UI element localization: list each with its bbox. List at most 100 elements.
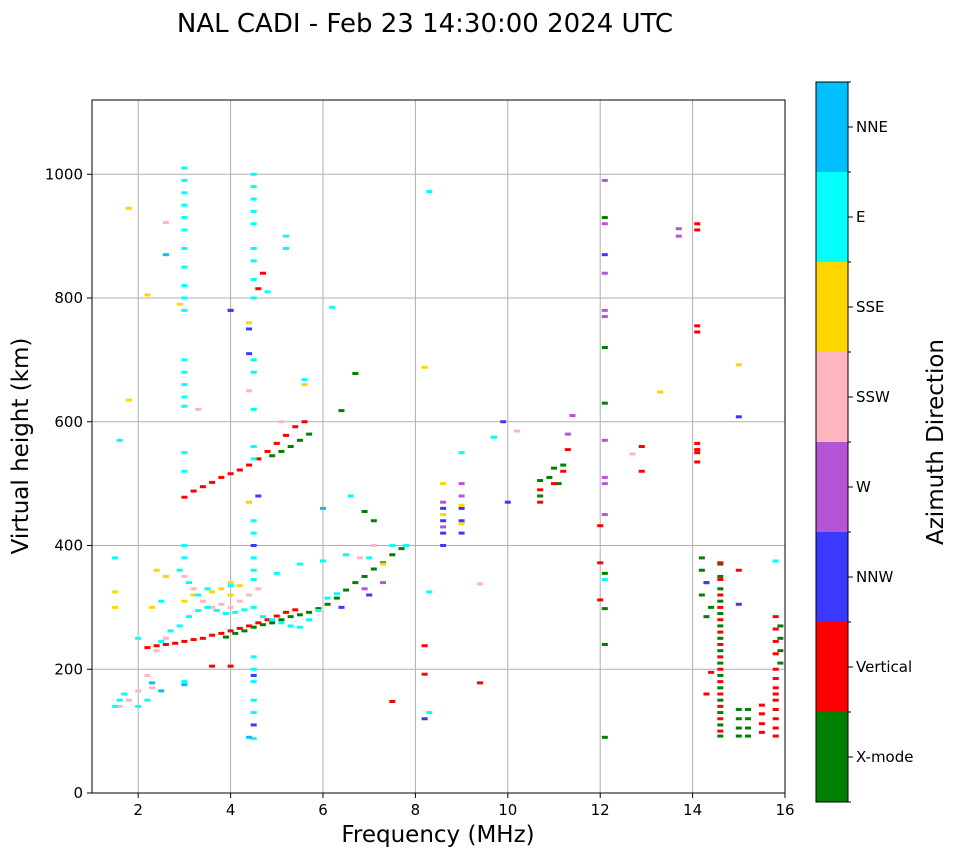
data-point xyxy=(389,553,396,557)
data-point xyxy=(772,627,779,631)
data-point xyxy=(250,185,257,189)
data-point xyxy=(306,432,313,436)
data-point xyxy=(162,574,169,578)
data-point xyxy=(426,590,433,594)
data-point xyxy=(250,407,257,411)
data-point xyxy=(703,692,710,696)
data-point xyxy=(278,420,285,424)
data-point xyxy=(601,578,608,582)
data-point xyxy=(167,629,174,633)
data-point xyxy=(370,544,377,547)
colorbar-segment xyxy=(816,82,848,172)
data-point xyxy=(227,308,234,312)
data-point xyxy=(283,610,290,614)
data-point xyxy=(181,203,188,207)
colorbar-segment xyxy=(816,532,848,622)
data-point xyxy=(338,605,345,609)
colorbar-segment xyxy=(816,262,848,352)
data-point xyxy=(398,547,405,551)
data-point xyxy=(537,488,544,492)
colorbar-tick-label: NNW xyxy=(856,568,893,586)
data-point xyxy=(703,615,710,619)
data-point xyxy=(278,618,285,622)
data-point xyxy=(772,707,779,711)
data-point xyxy=(458,451,465,455)
data-point xyxy=(255,621,262,625)
data-point xyxy=(343,588,350,592)
data-point xyxy=(287,615,294,619)
data-point xyxy=(717,649,724,653)
data-point xyxy=(694,228,701,232)
x-axis: 2 4 6 8 10 12 14 16 xyxy=(133,793,795,819)
data-point xyxy=(745,734,752,738)
data-points xyxy=(112,166,784,741)
data-point xyxy=(222,612,229,616)
data-point xyxy=(560,463,567,467)
x-tick-label: 2 xyxy=(133,801,143,819)
data-point xyxy=(181,370,188,374)
plot-area: 2 4 6 8 10 12 14 16 0 200 400 600 800 1000 xyxy=(45,99,795,819)
data-point xyxy=(250,568,257,572)
y-tick-label: 200 xyxy=(54,660,83,678)
data-point xyxy=(250,457,257,461)
data-point xyxy=(181,680,188,684)
data-point xyxy=(227,664,234,668)
data-point xyxy=(745,707,752,711)
data-point xyxy=(264,449,271,453)
data-point xyxy=(403,544,410,547)
series-w xyxy=(361,178,682,591)
data-point xyxy=(601,438,608,442)
data-point xyxy=(250,655,257,659)
data-point xyxy=(717,655,724,659)
data-point xyxy=(698,593,705,597)
data-point xyxy=(343,553,350,557)
data-point xyxy=(250,519,257,523)
data-point xyxy=(601,222,608,226)
data-point xyxy=(246,500,253,504)
data-point xyxy=(569,414,576,418)
data-point xyxy=(218,631,225,635)
data-point xyxy=(703,581,710,585)
data-point xyxy=(657,390,664,394)
data-point xyxy=(717,680,724,684)
data-point xyxy=(458,519,465,523)
data-point xyxy=(500,420,507,424)
data-point xyxy=(269,621,276,625)
data-point xyxy=(717,734,724,738)
data-point xyxy=(250,259,257,263)
data-point xyxy=(181,544,188,547)
chart-title: NAL CADI - Feb 23 14:30:00 2024 UTC xyxy=(177,9,673,39)
data-point xyxy=(694,441,701,445)
data-point xyxy=(735,717,742,721)
data-point xyxy=(772,686,779,690)
series-nne xyxy=(149,253,326,739)
data-point xyxy=(250,605,257,609)
data-point xyxy=(458,531,465,535)
data-point xyxy=(236,584,243,588)
data-point xyxy=(264,290,271,294)
data-point xyxy=(112,704,119,708)
data-point xyxy=(181,451,188,455)
series-sse xyxy=(112,206,742,609)
data-point xyxy=(458,506,465,510)
data-point xyxy=(301,378,308,382)
y-tick-label: 600 xyxy=(54,413,83,431)
data-point xyxy=(772,717,779,721)
data-point xyxy=(181,265,188,269)
y-tick-label: 800 xyxy=(54,289,83,307)
data-point xyxy=(176,302,183,306)
data-point xyxy=(735,363,742,367)
data-point xyxy=(250,737,257,741)
data-point xyxy=(758,730,765,734)
data-point xyxy=(181,395,188,399)
data-point xyxy=(269,454,276,458)
data-point xyxy=(278,449,285,453)
data-point xyxy=(772,667,779,671)
data-point xyxy=(347,494,354,498)
data-point xyxy=(259,615,266,619)
data-point xyxy=(421,644,428,648)
data-point xyxy=(717,630,724,634)
data-point xyxy=(176,568,183,572)
data-point xyxy=(190,587,197,591)
